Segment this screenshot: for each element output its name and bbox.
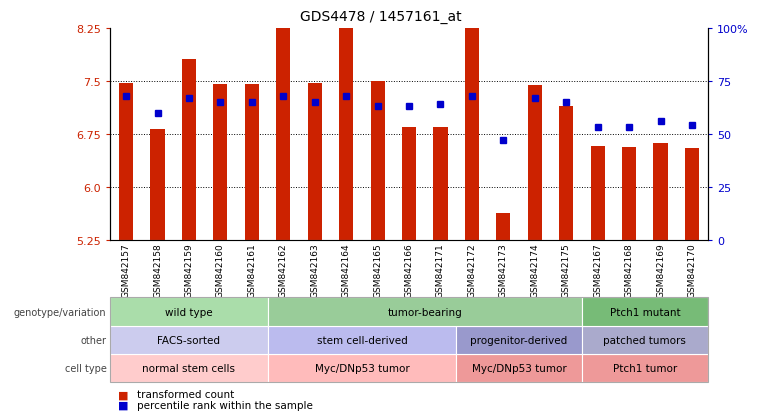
Bar xyxy=(527,86,542,240)
Bar xyxy=(622,148,636,240)
Text: Ptch1 mutant: Ptch1 mutant xyxy=(610,307,680,317)
Text: progenitor-derived: progenitor-derived xyxy=(470,335,568,345)
Text: patched tumors: patched tumors xyxy=(603,335,686,345)
Text: GDS4478 / 1457161_at: GDS4478 / 1457161_at xyxy=(300,10,461,24)
Text: normal stem cells: normal stem cells xyxy=(142,363,235,373)
Bar xyxy=(496,214,511,240)
Text: wild type: wild type xyxy=(165,307,213,317)
Text: cell type: cell type xyxy=(65,363,107,373)
Text: Myc/DNp53 tumor: Myc/DNp53 tumor xyxy=(472,363,566,373)
Bar xyxy=(559,106,573,240)
Text: ■: ■ xyxy=(118,400,129,410)
Bar xyxy=(119,84,133,240)
Text: Myc/DNp53 tumor: Myc/DNp53 tumor xyxy=(314,363,409,373)
Bar xyxy=(151,130,164,240)
Bar xyxy=(245,85,259,240)
Text: ■: ■ xyxy=(118,389,129,399)
Bar xyxy=(213,85,228,240)
Text: Ptch1 tumor: Ptch1 tumor xyxy=(613,363,677,373)
Bar xyxy=(182,60,196,240)
Text: stem cell-derived: stem cell-derived xyxy=(317,335,407,345)
Bar xyxy=(434,128,447,240)
Text: genotype/variation: genotype/variation xyxy=(14,307,107,317)
Bar xyxy=(685,149,699,240)
Text: tumor-bearing: tumor-bearing xyxy=(387,307,462,317)
Bar xyxy=(307,84,322,240)
Text: transformed count: transformed count xyxy=(137,389,234,399)
Text: ▶: ▶ xyxy=(112,335,118,344)
Text: FACS-sorted: FACS-sorted xyxy=(158,335,221,345)
Bar xyxy=(276,21,291,240)
Text: ▶: ▶ xyxy=(112,307,118,316)
Bar xyxy=(339,20,353,240)
Bar xyxy=(371,82,384,240)
Text: percentile rank within the sample: percentile rank within the sample xyxy=(137,400,313,410)
Bar xyxy=(591,147,605,240)
Bar xyxy=(402,128,416,240)
Bar xyxy=(654,144,667,240)
Text: ▶: ▶ xyxy=(112,363,118,373)
Text: other: other xyxy=(81,335,107,345)
Bar xyxy=(465,23,479,240)
